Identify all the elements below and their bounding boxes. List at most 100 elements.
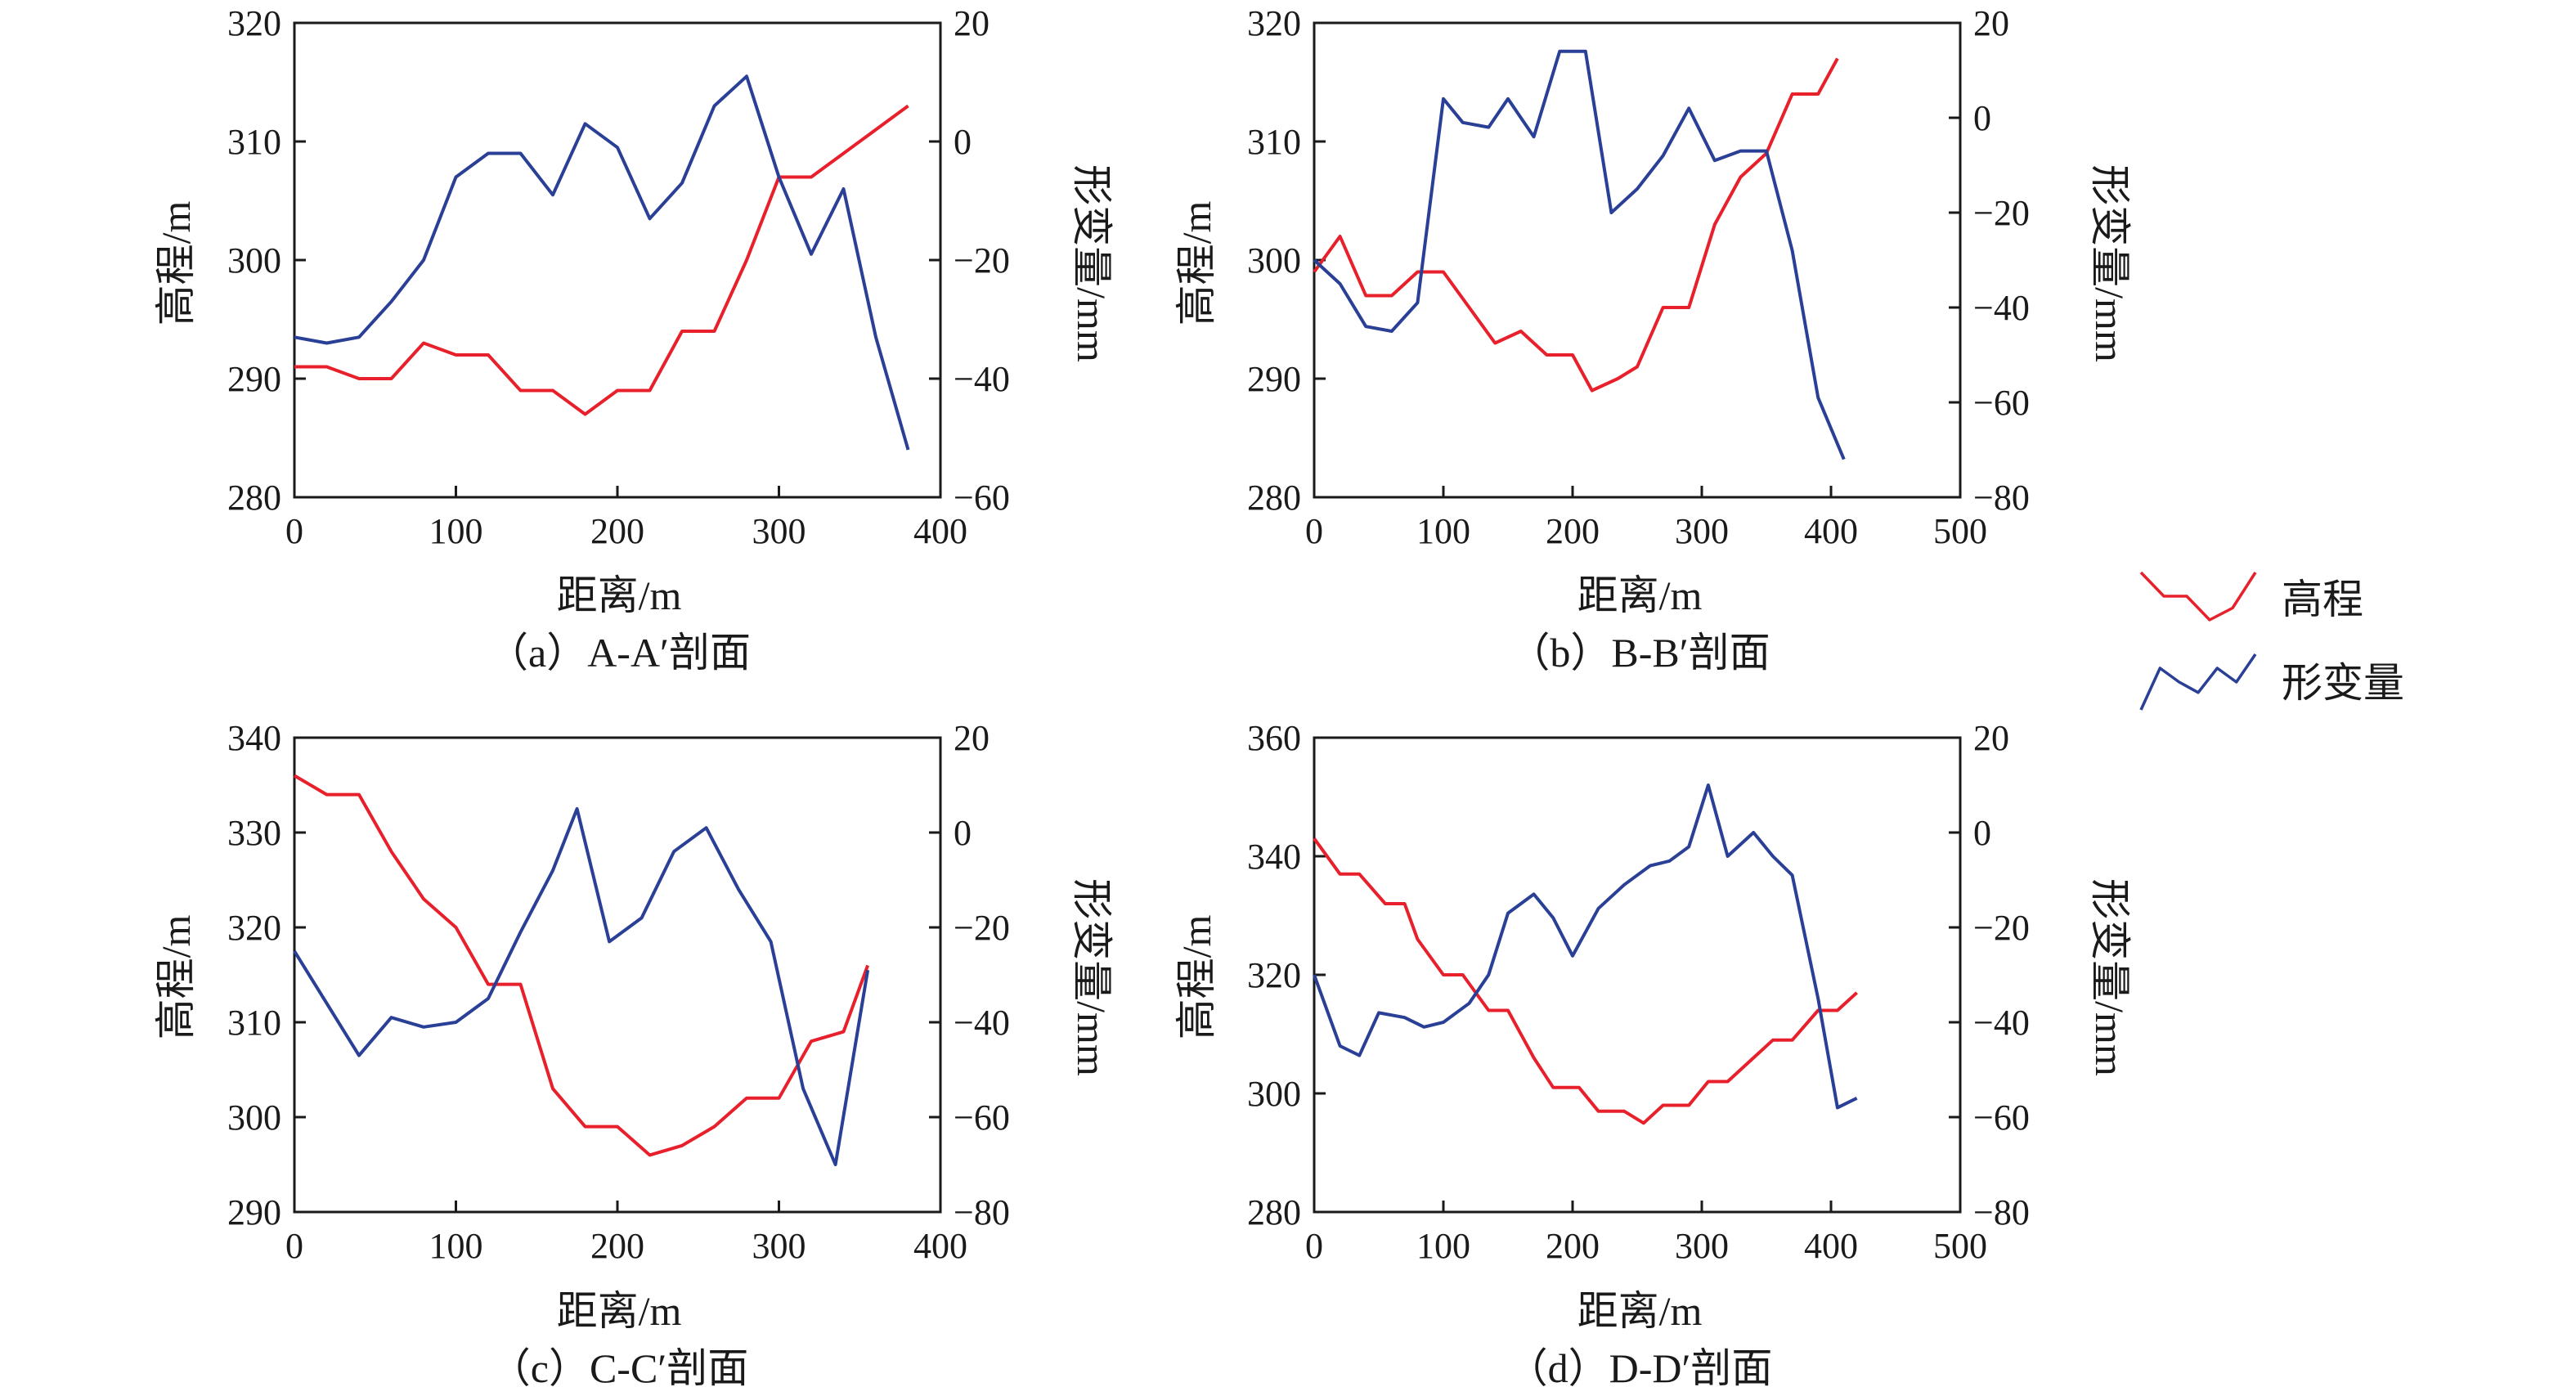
panel-b-series-deformation [1313, 49, 1846, 460]
panel-a-right-axis-title: 形变量/mm [1069, 164, 1115, 362]
panel-b-left-tick-label: 290 [1247, 359, 1301, 399]
panel-b-frame [1313, 21, 1962, 499]
panel-c-right-axis-title: 形变量/mm [1069, 878, 1115, 1076]
panel-b-x-tick-label: 200 [1546, 511, 1600, 551]
panel-a-x-tick-label: 400 [913, 511, 967, 551]
panel-c-left-axis-title: 高程/m [153, 915, 199, 1040]
panel-d-frame [1313, 736, 1962, 1214]
panel-a-right-tick-label: 0 [954, 122, 972, 162]
panel-b-left-axis-title: 高程/m [1174, 201, 1219, 326]
panel-b-left-tick-label: 310 [1247, 122, 1301, 162]
panel-b-plot-area: 0 100 200 300 400 500280290300310320−80−60−40… [1247, 3, 2030, 551]
panel-c-left-tick-label: 320 [227, 908, 281, 948]
panel-d-right-tick-label: −20 [1973, 908, 2030, 948]
panel-d-x-tick-label: 500 [1933, 1226, 1987, 1266]
legend-swatch-deformation [2139, 653, 2257, 711]
panel-d-right-tick-label: −80 [1973, 1192, 2030, 1232]
panel-d-series-elevation [1313, 837, 1858, 1125]
panel-c-right-tick-label: −60 [954, 1097, 1010, 1138]
panel-c-left-tick-label: 340 [227, 718, 281, 758]
panel-a-plot-area: 0 100 200 300 400 280 290 300 310 320 −60 −40 −20 0 20 [227, 3, 1010, 551]
panel-b-x-tick-label: 100 [1416, 511, 1470, 551]
panel-a-left-tick-label: 300 [227, 240, 281, 281]
legend: 高程 形变量 [2139, 571, 2404, 711]
panel-a-frame [293, 21, 942, 499]
panel-c-x-axis-title: 距离/m [557, 1288, 682, 1334]
panel-a-series-deformation [294, 74, 910, 451]
panel-d-x-tick-label: 0 [1305, 1226, 1323, 1266]
panel-c-left-tick-label: 300 [227, 1097, 281, 1138]
panel-b-right-tick-label: −20 [1973, 193, 2030, 233]
panel-b-right-axis-title: 形变量/mm [2087, 164, 2133, 362]
panel-c-x-tick-label: 300 [752, 1226, 806, 1266]
panel-c-x-tick-label: 200 [590, 1226, 644, 1266]
panel-b-right-tick-label: −80 [1973, 478, 2030, 518]
panel-d-caption: （d）D-D′剖面 [1507, 1345, 1773, 1391]
panel-b-caption: （b）B-B′剖面 [1509, 630, 1770, 676]
panel-c-left-tick-label: 310 [227, 1003, 281, 1043]
panel-c-right-tick-label: −20 [954, 908, 1010, 948]
panel-d-plot-area: 0 100 200 300 400 500 280 300 320 340 360 −80 −60 −40… [1247, 718, 2030, 1266]
panel-c-right-tick-label: 0 [954, 813, 972, 853]
panel-a-left-axis-title: 高程/m [153, 201, 199, 326]
panel-d-left-tick-label: 340 [1247, 837, 1301, 877]
panel-c-series-elevation [293, 774, 869, 1157]
panel-a-caption: （a）A-A′剖面 [487, 630, 751, 676]
panel-a-right-tick-label: −20 [954, 240, 1010, 281]
panel-b-left-tick-label: 300 [1247, 240, 1301, 281]
panel-b-series-elevation [1313, 57, 1839, 393]
panel-a-x-tick-label: 100 [429, 511, 483, 551]
panel-c-frame [293, 736, 942, 1214]
panel-d-right-tick-label: −40 [1973, 1003, 2030, 1043]
panel-c-series-deformation [293, 807, 870, 1166]
panel-d-x-tick-label: 200 [1546, 1226, 1600, 1266]
panel-d-left-tick-label: 320 [1247, 955, 1301, 995]
panel-d: 0 100 200 300 400 500 280 300 320 340 360 −80 −60 −40… [1174, 718, 2133, 1391]
panel-d-left-tick-label: 280 [1247, 1192, 1301, 1232]
panel-d-right-axis-title: 形变量/mm [2087, 878, 2133, 1076]
panel-a-x-tick-label: 300 [752, 511, 806, 551]
panel-d-right-tick-label: 0 [1973, 813, 1991, 853]
panel-c-right-tick-label: −80 [954, 1192, 1010, 1232]
panel-d-x-tick-label: 400 [1804, 1226, 1858, 1266]
panel-b-right-tick-label: 20 [1973, 3, 2009, 43]
panel-b-right-tick-label: −60 [1973, 383, 2030, 423]
panel-b-x-axis-title: 距离/m [1577, 572, 1703, 618]
panel-c-plot-area: 0 100 200 300 400290300310320330340−80−60−40… [227, 718, 1010, 1266]
panel-d-left-axis-title: 高程/m [1174, 915, 1219, 1040]
panel-d-right-tick-label: −60 [1973, 1097, 2030, 1138]
panel-b-left-tick-label: 320 [1247, 3, 1301, 43]
panel-a-left-tick-label: 280 [227, 478, 281, 518]
panel-d-series-deformation [1313, 783, 1858, 1110]
panel-d-left-tick-label: 360 [1247, 718, 1301, 758]
panel-a-x-axis-title: 距离/m [557, 572, 682, 618]
panel-b-right-tick-label: −40 [1973, 288, 2030, 328]
panel-a-left-tick-label: 310 [227, 122, 281, 162]
panel-c-left-tick-label: 330 [227, 813, 281, 853]
panel-b: 0 100 200 300 400 500280290300310320−80−60−40… [1174, 3, 2133, 676]
panel-a-left-tick-label: 290 [227, 359, 281, 399]
panel-a-right-tick-label: 20 [954, 3, 990, 43]
panel-b-x-tick-label: 0 [1305, 511, 1323, 551]
panel-c-left-tick-label: 290 [227, 1192, 281, 1232]
panel-c-x-tick-label: 400 [913, 1226, 967, 1266]
panel-b-x-tick-label: 500 [1933, 511, 1987, 551]
panel-c-x-tick-label: 0 [285, 1226, 303, 1266]
panel-a-x-tick-label: 0 [285, 511, 303, 551]
panel-c-right-tick-label: 20 [954, 718, 990, 758]
panel-b-right-tick-label: 0 [1973, 98, 1991, 138]
panel-c-x-tick-label: 100 [429, 1226, 483, 1266]
panel-b-left-tick-label: 280 [1247, 478, 1301, 518]
panel-a: 0 100 200 300 400 280 290 300 310 320 −60 −40 −20 0 20… [153, 3, 1115, 676]
panel-b-x-tick-label: 300 [1675, 511, 1729, 551]
panel-d-x-tick-label: 300 [1675, 1226, 1729, 1266]
panel-d-left-tick-label: 300 [1247, 1074, 1301, 1114]
panel-c: 0 100 200 300 400290300310320330340−80−60−40… [153, 718, 1115, 1391]
panel-d-x-tick-label: 100 [1416, 1226, 1470, 1266]
panel-a-right-tick-label: −40 [954, 359, 1010, 399]
panel-b-x-tick-label: 400 [1804, 511, 1858, 551]
panel-d-x-axis-title: 距离/m [1577, 1288, 1703, 1334]
panel-a-left-tick-label: 320 [227, 3, 281, 43]
legend-label-elevation: 高程 [2282, 577, 2363, 622]
